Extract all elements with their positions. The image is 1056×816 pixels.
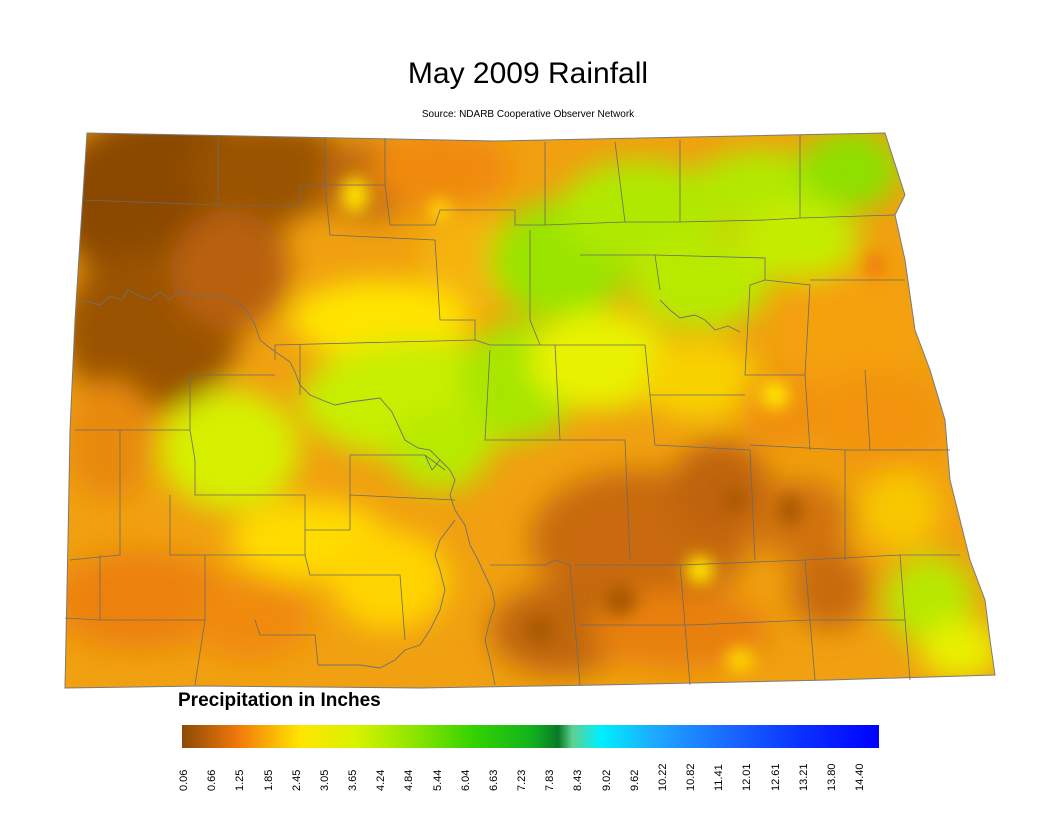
legend-tick-label: 8.43 <box>572 769 585 791</box>
legend-tick-11: 6.63 <box>488 755 502 795</box>
legend-tick-6: 3.65 <box>347 755 361 795</box>
legend-color-bar <box>182 725 879 748</box>
legend-title: Precipitation in Inches <box>178 690 381 711</box>
county-boundaries <box>64 135 960 686</box>
legend-tick-label: 3.65 <box>347 769 359 791</box>
legend-tick-label: 1.85 <box>262 769 275 791</box>
legend-tick-label: 7.23 <box>516 769 528 791</box>
legend-tick-label: 5.44 <box>431 769 444 791</box>
legend-tick-0: 0.06 <box>178 755 192 795</box>
legend-tick-label: 3.05 <box>318 769 331 791</box>
river-boundaries <box>81 289 741 686</box>
legend-tick-3: 1.85 <box>263 755 277 795</box>
legend-tick-label: 11.41 <box>713 764 726 791</box>
legend-tick-12: 7.23 <box>516 755 530 795</box>
legend-tick-8: 4.84 <box>403 755 417 795</box>
legend-tick-1: 0.66 <box>206 755 220 795</box>
legend-tick-label: 13.80 <box>825 763 838 791</box>
legend-tick-label: 0.06 <box>178 769 190 791</box>
legend-tick-13: 7.83 <box>544 755 558 795</box>
legend-tick-19: 11.41 <box>713 755 727 795</box>
legend-tick-label: 12.61 <box>769 763 782 791</box>
legend-tick-label: 2.45 <box>290 769 303 791</box>
legend-tick-7: 4.24 <box>375 755 389 795</box>
legend-tick-10: 6.04 <box>460 755 474 795</box>
legend-tick-label: 12.01 <box>741 763 754 791</box>
map-title: May 2009 Rainfall <box>407 57 649 90</box>
legend-tick-label: 13.21 <box>797 763 810 791</box>
map-source: Source: NDARB Cooperative Observer Netwo… <box>421 109 635 120</box>
legend-tick-16: 9.62 <box>629 755 643 795</box>
legend-tick-2: 1.25 <box>234 755 248 795</box>
legend-tick-label: 6.63 <box>487 769 500 791</box>
legend-tick-label: 4.24 <box>375 769 388 791</box>
legend-tick-18: 10.82 <box>685 755 699 795</box>
legend-tick-24: 14.40 <box>854 755 868 795</box>
legend-tick-label: 10.22 <box>656 763 669 791</box>
precipitation-map <box>64 132 996 689</box>
legend-tick-label: 6.04 <box>459 769 472 791</box>
legend-tick-label: 9.62 <box>628 769 641 791</box>
legend-tick-23: 13.80 <box>826 755 840 795</box>
legend-tick-17: 10.22 <box>657 755 671 795</box>
legend-tick-label: 0.66 <box>206 769 219 791</box>
legend-tick-label: 1.25 <box>234 769 247 791</box>
legend-tick-14: 8.43 <box>572 755 586 795</box>
legend-tick-label: 7.83 <box>544 769 557 791</box>
legend-tick-9: 5.44 <box>432 755 446 795</box>
legend-tick-20: 12.01 <box>741 755 755 795</box>
legend-tick-label: 9.02 <box>600 769 613 791</box>
legend-tick-4: 2.45 <box>291 755 305 795</box>
legend-tick-15: 9.02 <box>601 755 615 795</box>
precipitation-field <box>65 133 995 688</box>
legend-tick-22: 13.21 <box>798 755 812 795</box>
legend-tick-5: 3.05 <box>319 755 333 795</box>
legend-tick-label: 14.40 <box>854 763 866 791</box>
legend-tick-21: 12.61 <box>770 755 784 795</box>
legend-tick-label: 4.84 <box>403 769 416 791</box>
legend-tick-label: 10.82 <box>685 763 697 791</box>
